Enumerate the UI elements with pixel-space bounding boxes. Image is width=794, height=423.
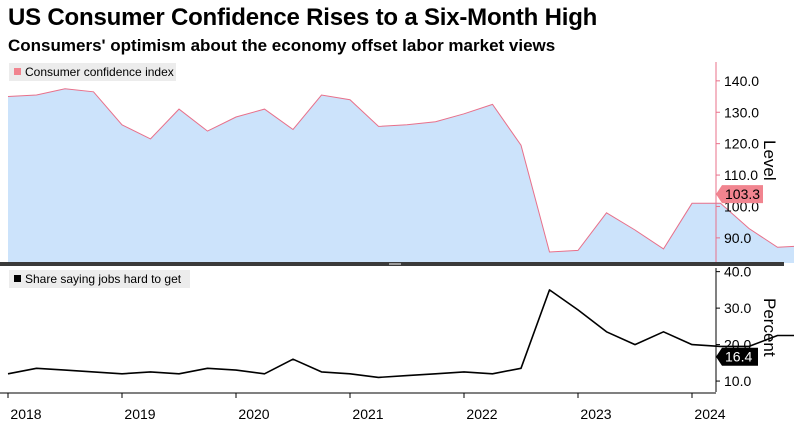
confidence-y-tick-label: 130.0 — [724, 104, 759, 120]
confidence-series-line — [7, 88, 794, 253]
confidence-line-layer — [7, 88, 794, 253]
confidence-tag-shape — [716, 185, 763, 204]
panel-divider-grip[interactable] — [389, 263, 401, 265]
jobs-panel: 10.020.030.040.0 Percent Share saying jo… — [7, 264, 794, 392]
confidence-y-tick-label: 110.0 — [724, 167, 758, 183]
jobs-y-tick-label: 10.0 — [724, 373, 751, 389]
confidence-area-layer — [8, 88, 794, 263]
jobs-legend: Share saying jobs hard to get — [9, 270, 190, 288]
x-axis-ticks: 2018 2019 2020 2021 2022 2023 2024 — [7, 393, 726, 422]
confidence-y-axis-title: Level — [760, 140, 779, 181]
x-tick-label: 2019 — [124, 406, 155, 422]
confidence-last-value: 103.3 — [725, 186, 760, 202]
jobs-last-value: 16.4 — [725, 349, 752, 365]
jobs-y-tick-label: 40.0 — [724, 264, 751, 280]
confidence-legend-label: Consumer confidence index — [25, 65, 174, 79]
chart-title: US Consumer Confidence Rises to a Six-Mo… — [8, 4, 598, 31]
x-tick-label: 2020 — [238, 406, 269, 422]
jobs-line-layer — [7, 289, 794, 379]
jobs-y-ticks: 10.020.030.040.0 — [716, 264, 751, 389]
x-tick-label: 2023 — [580, 406, 611, 422]
jobs-series-line — [7, 289, 794, 379]
jobs-y-tick-label: 30.0 — [724, 300, 751, 316]
confidence-y-tick-label: 120.0 — [724, 136, 759, 152]
confidence-legend-swatch — [14, 68, 21, 75]
x-tick-label: 2018 — [10, 406, 41, 422]
confidence-last-value-tag: 103.3 — [716, 185, 763, 204]
jobs-legend-label: Share saying jobs hard to get — [25, 272, 182, 286]
confidence-legend: Consumer confidence index — [9, 63, 176, 81]
x-tick-label: 2022 — [466, 406, 497, 422]
x-tick-label: 2024 — [694, 406, 725, 422]
confidence-area — [8, 88, 794, 263]
jobs-last-value-tag: 16.4 — [716, 347, 758, 366]
confidence-y-tick-label: 140.0 — [724, 73, 759, 89]
jobs-legend-box — [9, 270, 190, 288]
jobs-tag-shape — [716, 347, 758, 366]
x-tick-label: 2021 — [352, 406, 383, 422]
confidence-legend-box — [9, 63, 176, 81]
jobs-legend-swatch — [14, 275, 21, 282]
chart-subtitle: Consumers' optimism about the economy of… — [8, 36, 556, 55]
jobs-y-axis-title: Percent — [760, 298, 779, 357]
confidence-y-tick-label: 90.0 — [724, 230, 751, 246]
